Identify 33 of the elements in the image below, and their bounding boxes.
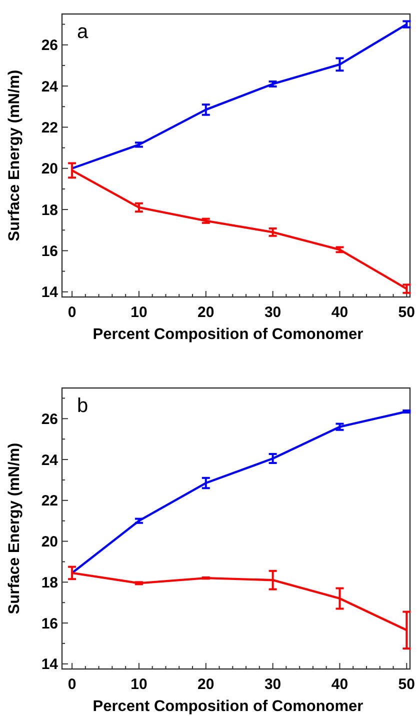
y-tick-label: 20 (41, 160, 58, 178)
x-axis-title: Percent Composition of Comonomer (92, 326, 364, 343)
x-axis-title: Percent Composition of Comonomer (92, 698, 364, 715)
y-tick-label: 16 (41, 615, 58, 632)
x-tick-label: 40 (331, 676, 348, 693)
y-tick-label: 24 (41, 452, 59, 469)
y-tick-label: 26 (41, 410, 58, 428)
y-tick-label: 24 (41, 78, 59, 96)
y-tick-label: 16 (41, 242, 58, 260)
x-tick-label: 50 (398, 304, 415, 321)
y-tick-label: 18 (41, 574, 58, 592)
annotation: b (77, 395, 88, 417)
y-tick-label: 22 (41, 119, 58, 136)
x-tick-label: 10 (130, 676, 148, 693)
x-tick-label: 20 (198, 304, 214, 321)
x-tick-label: 0 (68, 676, 76, 693)
x-tick-label: 20 (198, 676, 214, 693)
y-tick-label: 14 (41, 284, 59, 302)
x-tick-label: 50 (398, 676, 415, 693)
annotation: a (77, 21, 89, 43)
line-series (70, 23, 408, 170)
x-tick-label: 10 (130, 304, 148, 321)
x-tick-label: 40 (331, 304, 348, 321)
y-tick-label: 26 (41, 37, 58, 54)
x-tick-label: 0 (68, 304, 76, 321)
x-tick-label: 30 (264, 676, 282, 693)
y-tick-label: 14 (41, 656, 59, 674)
y-axis-title: Surface Energy (mN/m) (6, 442, 23, 614)
y-tick-label: 20 (41, 534, 58, 551)
y-tick-label: 22 (41, 492, 58, 510)
y-tick-label: 18 (41, 202, 58, 219)
x-tick-label: 30 (264, 304, 282, 321)
y-axis-title: Surface Energy (mN/m) (6, 70, 23, 242)
